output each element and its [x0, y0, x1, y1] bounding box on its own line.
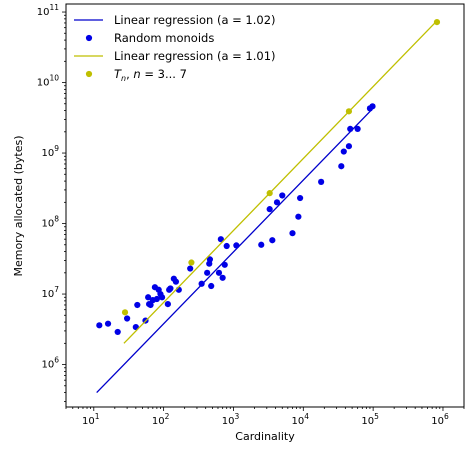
- data-point: [96, 322, 103, 329]
- data-point: [206, 256, 214, 263]
- data-point: [279, 192, 286, 199]
- data-point: [266, 206, 273, 213]
- data-point: [121, 309, 129, 316]
- y-tick-label: 107: [41, 285, 59, 300]
- data-point: [114, 328, 121, 336]
- y-tick-label: 108: [41, 215, 59, 230]
- legend-item: Linear regression (a = 1.01): [74, 49, 276, 63]
- data-point: [223, 242, 230, 250]
- legend-label: Tn, n = 3... 7: [114, 67, 187, 83]
- legend-label: Random monoids: [114, 31, 214, 45]
- data-point: [188, 259, 195, 266]
- data-point: [167, 285, 174, 292]
- data-point: [134, 301, 141, 309]
- data-point: [345, 108, 353, 115]
- legend-label: Linear regression (a = 1.01): [114, 49, 276, 63]
- legend: Linear regression (a = 1.02) Random monoi…: [74, 13, 276, 83]
- data-point: [297, 194, 304, 202]
- legend-item: Linear regression (a = 1.02): [74, 13, 276, 27]
- data-point: [318, 178, 325, 185]
- y-tick-label: 1010: [37, 74, 60, 89]
- series-layer: [96, 18, 441, 394]
- legend-label: Linear regression (a = 1.02): [114, 13, 276, 27]
- y-tick-label: 1011: [37, 3, 60, 18]
- data-point: [104, 320, 112, 327]
- data-point: [208, 282, 215, 290]
- data-point: [289, 230, 296, 237]
- y-tick-label: 109: [41, 144, 59, 159]
- data-point: [295, 213, 302, 220]
- data-point: [345, 143, 353, 150]
- series-3: [123, 20, 438, 344]
- data-point: [158, 294, 166, 301]
- x-tick-label: 101: [82, 412, 100, 427]
- data-point: [198, 280, 205, 287]
- data-point: [147, 301, 154, 309]
- plot-frame: [65, 3, 465, 408]
- legend-item: Random monoids: [85, 31, 214, 45]
- data-point: [164, 301, 171, 308]
- regression-line: [123, 20, 438, 344]
- series-2: [96, 103, 376, 336]
- data-point: [258, 241, 265, 248]
- x-tick-label: 102: [152, 412, 170, 427]
- data-point: [347, 125, 354, 132]
- data-point: [354, 125, 361, 132]
- data-point: [340, 148, 347, 155]
- x-tick-label: 103: [222, 412, 240, 427]
- legend-marker-swatch: [85, 70, 93, 78]
- y-axis-label: Memory allocated (bytes): [12, 135, 25, 276]
- axis-ticks: 101 102 103 104 105 106 106 107 108 109 1010 1011: [37, 3, 465, 427]
- data-point: [153, 295, 160, 303]
- y-tick-label: 106: [41, 356, 59, 371]
- legend-marker-swatch: [85, 34, 93, 42]
- data-point: [266, 190, 273, 197]
- x-axis-label: Cardinality: [235, 430, 295, 443]
- x-tick-label: 105: [361, 412, 379, 427]
- legend-item: Tn, n = 3... 7: [85, 67, 187, 83]
- data-point: [215, 269, 223, 276]
- data-point: [172, 278, 180, 285]
- data-point: [145, 294, 152, 301]
- data-point: [269, 237, 276, 244]
- data-point: [369, 103, 376, 110]
- data-point: [217, 236, 224, 243]
- data-point: [187, 265, 194, 272]
- data-point: [219, 274, 226, 281]
- data-point: [204, 269, 211, 276]
- data-point: [433, 18, 441, 26]
- data-point: [338, 163, 345, 170]
- data-point: [124, 315, 131, 322]
- series-4: [121, 18, 441, 316]
- x-tick-label: 104: [292, 412, 310, 427]
- data-point: [233, 242, 240, 249]
- x-tick-label: 106: [431, 412, 449, 427]
- data-point: [221, 261, 228, 268]
- regression-line: [96, 109, 373, 394]
- series-1: [96, 109, 373, 394]
- data-point: [273, 199, 281, 206]
